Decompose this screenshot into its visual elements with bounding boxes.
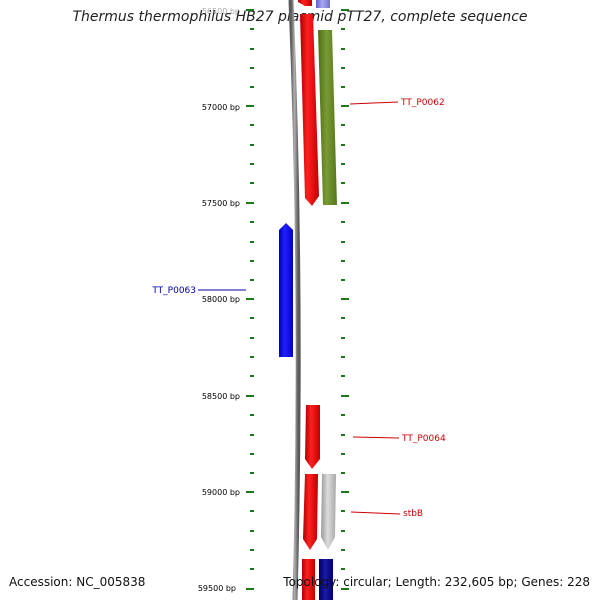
feature-navy[interactable]	[319, 559, 333, 600]
map-title: Thermus thermophilus HB27 plasmid pTT27,…	[72, 9, 528, 25]
ruler-label: 57500 bp	[202, 199, 240, 208]
accession-text: Accession: NC_005838	[9, 575, 146, 589]
feature-red-tt-p0064[interactable]	[305, 405, 320, 469]
ruler-label: 56500 bp	[202, 7, 240, 16]
ruler-ticks	[246, 9, 349, 590]
feature-gray[interactable]	[321, 474, 336, 550]
ruler-label: 57000 bp	[202, 103, 240, 112]
leader-line-stbb	[350, 511, 401, 515]
ruler-label: 59000 bp	[202, 488, 240, 497]
feature-red-stbb[interactable]	[303, 474, 318, 550]
ruler-label: 58000 bp	[202, 295, 240, 304]
ruler-label: 58500 bp	[202, 392, 240, 401]
leader-line-tt-p0062	[349, 101, 399, 105]
summary-text: Topology: circular; Length: 232,605 bp; …	[283, 575, 590, 589]
gene-label-tt-p0063[interactable]: TT_P0063	[151, 286, 196, 296]
gene-label-tt-p0064[interactable]: TT_P0064	[401, 434, 446, 444]
feature-blue-tt-p0063[interactable]	[279, 223, 293, 357]
plasmid-backbone	[288, 0, 301, 600]
feature-red-tt-p0062[interactable]	[300, 14, 319, 206]
gene-label-tt-p0062[interactable]: TT_P0062	[400, 98, 445, 108]
gene-label-stbb[interactable]: stbB	[403, 509, 423, 519]
feature-red-top[interactable]	[298, 0, 312, 6]
leader-line-tt-p0064	[352, 436, 400, 439]
feature-red-bottom[interactable]	[302, 559, 315, 600]
feature-lavender[interactable]	[316, 0, 330, 8]
feature-olive[interactable]	[318, 30, 337, 205]
ruler-label: 59500 bp	[198, 584, 236, 593]
